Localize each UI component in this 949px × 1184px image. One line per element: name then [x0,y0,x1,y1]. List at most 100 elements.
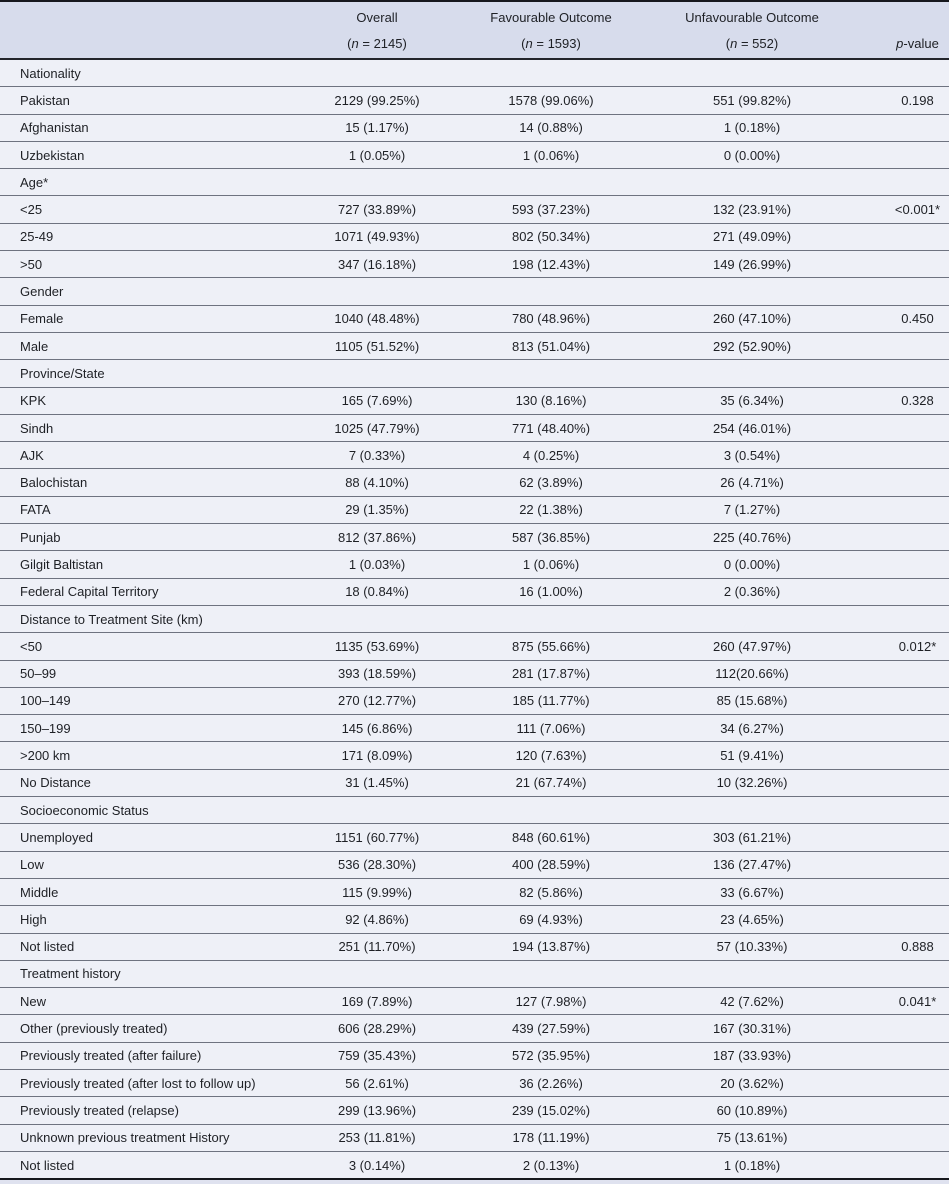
unfavourable-value-cell: 149 (26.99%) [712,256,792,272]
favourable-value-cell: 111 (7.06%) [516,720,586,736]
unfavourable-value-cell: 23 (4.65%) [720,911,784,927]
unfavourable-value-cell: 1 (0.18%) [723,1157,781,1173]
column-n-overall: (n = 2145) [270,36,484,51]
table-row: Previously treated (after failure) 759 (… [0,1042,949,1070]
table-row: >50 347 (16.18%) 198 (12.43%) 149 (26.99… [0,251,949,279]
overall-value-cell: 56 (2.61%) [345,1075,409,1091]
favourable-value-cell: 185 (11.77%) [512,693,590,709]
unfavourable-value-cell: 260 (47.10%) [712,311,792,327]
row-label-cell: Nationality [20,65,81,81]
row-label-cell: Gilgit Baltistan [20,556,104,572]
row-label-cell: Sindh [20,420,54,436]
favourable-value-cell: 848 (60.61%) [511,829,591,845]
favourable-value-cell: 400 (28.59%) [511,857,591,873]
favourable-value-cell: 130 (8.16%) [515,393,587,409]
table-row: FATA 29 (1.35%) 22 (1.38%) 7 (1.27%) [0,496,949,525]
row-label-cell: Previously treated (after failure) [20,1048,202,1064]
unfavourable-value-cell: 35 (6.34%) [720,393,784,409]
row-label-cell: Previously treated (after lost to follow… [20,1075,256,1091]
overall-value-cell: 1151 (60.77%) [334,829,420,845]
favourable-value-cell: 281 (17.87%) [511,666,591,682]
table-row: Balochistan 88 (4.10%) 62 (3.89%) 26 (4.… [0,469,949,497]
row-label-cell: Socioeconomic Status [20,802,149,818]
row-label-cell: Not listed [20,1157,75,1173]
row-label-cell: Unemployed [20,829,93,845]
unfavourable-value-cell: 167 (30.31%) [712,1021,792,1037]
favourable-value-cell: 771 (48.40%) [511,420,591,436]
section-header-row: Socioeconomic Status [0,797,949,825]
overall-value-cell: 812 (37.86%) [337,529,417,545]
table-row: >200 km 171 (8.09%) 120 (7.63%) 51 (9.41… [0,742,949,770]
overall-value-cell: 270 (12.77%) [337,693,417,709]
overall-value-cell: 347 (16.18%) [337,256,417,272]
unfavourable-value-cell: 3 (0.54%) [723,447,781,463]
paren: ( [521,35,526,51]
row-label-cell: <25 [20,202,43,218]
table-header: Overall Favourable Outcome Unfavourable … [0,2,949,58]
row-label-cell: Balochistan [20,475,88,491]
overall-value-cell: 1 (0.05%) [348,147,406,163]
row-label-cell: No Distance [20,775,91,791]
table-row: Male 1105 (51.52%) 813 (51.04%) 292 (52.… [0,332,949,361]
section-header-row: Age* [0,169,949,197]
unfavourable-value-cell: 42 (7.62%) [720,993,784,1009]
unfavourable-value-cell: 75 (13.61%) [716,1130,788,1146]
overall-value-cell: 1025 (47.79%) [334,420,420,436]
n-symbol: n [525,35,533,51]
unfavourable-value-cell: 271 (49.09%) [712,229,792,245]
overall-value-cell: 1105 (51.52%) [334,338,420,354]
unfavourable-value-cell: 57 (10.33%) [716,939,788,955]
row-label-cell: Previously treated (relapse) [20,1102,179,1118]
favourable-value-cell: 36 (2.26%) [519,1075,583,1091]
unfavourable-value-cell: 136 (27.47%) [712,857,792,873]
row-label-cell: Female [20,311,64,327]
row-label-cell: Age* [20,174,49,190]
unfavourable-value-cell: 225 (40.76%) [712,529,792,545]
table-row: Unemployed 1151 (60.77%) 848 (60.61%) 30… [0,824,949,852]
favourable-value-cell: 69 (4.93%) [519,911,583,927]
table-row: Not listed 251 (11.70%) 194 (13.87%) 57 … [0,933,949,961]
table-row: No Distance 31 (1.45%) 21 (67.74%) 10 (3… [0,769,949,798]
favourable-value-cell: 802 (50.34%) [511,229,591,245]
row-label-cell: AJK [20,447,44,463]
row-label-cell: Pakistan [20,92,70,108]
table-row: Unknown previous treatment History 253 (… [0,1124,949,1152]
paren: ( [347,35,352,51]
favourable-value-cell: 22 (1.38%) [519,502,583,518]
table-row: Previously treated (after lost to follow… [0,1069,949,1098]
row-label-cell: Not listed [20,939,75,955]
row-label-cell: Afghanistan [20,120,89,136]
n-count: = 1593) [532,35,581,51]
row-label-cell: <50 [20,638,43,654]
n-count: = 552) [737,35,779,51]
favourable-value-cell: 593 (37.23%) [511,202,591,218]
row-label-cell: FATA [20,502,51,518]
row-label-cell: >200 km [20,748,71,764]
table-row: Middle 115 (9.99%) 82 (5.86%) 33 (6.67%) [0,878,949,907]
table-bottom-rule [0,1178,949,1180]
overall-value-cell: 15 (1.17%) [345,120,409,136]
overall-value-cell: 115 (9.99%) [342,884,412,900]
n-symbol: n [351,35,359,51]
table-row: Pakistan 2129 (99.25%) 1578 (99.06%) 551… [0,87,949,115]
table-row: Female 1040 (48.48%) 780 (48.96%) 260 (4… [0,305,949,333]
p-value-suffix: -value [903,35,939,51]
unfavourable-value-cell: 85 (15.68%) [716,693,788,709]
pvalue-cell: 0.888 [901,939,934,955]
pvalue-cell: 0.041* [898,993,937,1009]
favourable-value-cell: 120 (7.63%) [515,748,587,764]
row-label-cell: >50 [20,256,43,272]
table-row: <50 1135 (53.69%) 875 (55.66%) 260 (47.9… [0,633,949,661]
overall-value-cell: 727 (33.89%) [337,202,417,218]
row-label-cell: Punjab [20,529,61,545]
unfavourable-value-cell: 0 (0.00%) [723,147,781,163]
favourable-value-cell: 82 (5.86%) [519,884,583,900]
favourable-value-cell: 16 (1.00%) [519,584,583,600]
pvalue-cell: <0.001* [894,202,941,218]
overall-value-cell: 1135 (53.69%) [334,638,420,654]
row-label-cell: Province/State [20,365,105,381]
unfavourable-value-cell: 10 (32.26%) [716,775,788,791]
header-title-line: Overall Favourable Outcome Unfavourable … [0,4,949,30]
pvalue-cell: 0.198 [901,92,934,108]
overall-value-cell: 92 (4.86%) [345,911,409,927]
